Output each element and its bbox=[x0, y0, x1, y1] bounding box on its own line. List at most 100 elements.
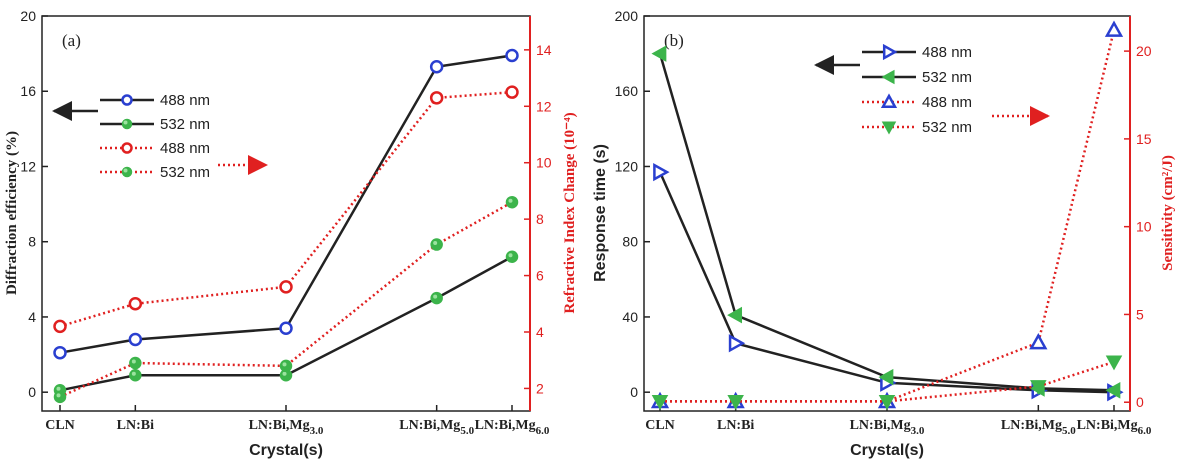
series-2-point-1 bbox=[128, 297, 143, 311]
y-left-tick-label: 0 bbox=[28, 384, 36, 400]
panel-a-y-left-title: Diffraction efficiency (%) bbox=[4, 131, 20, 295]
legend-b-label-1: 532 nm bbox=[922, 69, 972, 86]
legend-b-marker-0 bbox=[882, 43, 898, 61]
series-3-point-3-shine bbox=[433, 241, 438, 246]
panel-a-series bbox=[53, 48, 519, 404]
legend-b-marker-2 bbox=[880, 93, 898, 109]
y-left-tick-label: 40 bbox=[622, 309, 638, 325]
x-tick-label: LN:Bi,Mg3.0 bbox=[249, 418, 324, 437]
series-2-point-0 bbox=[53, 319, 67, 334]
panel-b-x-title: Crystal(s) bbox=[850, 442, 924, 459]
series-line-2 bbox=[660, 29, 1116, 403]
series-1-point-4 bbox=[505, 250, 519, 264]
series-0-point-1 bbox=[128, 332, 143, 347]
y-right-tick-label: 20 bbox=[1136, 43, 1152, 59]
series-1-point-1 bbox=[727, 306, 743, 324]
panel-b: (b) Response time (s) Sensitivity (cm²/J… bbox=[592, 8, 1176, 459]
legend-a-marker-3-shine bbox=[123, 168, 128, 173]
legend-a-marker-0 bbox=[121, 94, 133, 106]
series-1-point-3-shine bbox=[433, 294, 438, 299]
series-3-point-3 bbox=[430, 238, 443, 251]
series-1-point-2-shine bbox=[282, 371, 287, 376]
y-right-tick-label: 2 bbox=[536, 380, 544, 396]
series-2-point-3 bbox=[1029, 332, 1048, 350]
series-3-point-1-shine bbox=[131, 359, 136, 364]
series-2-point-4 bbox=[1104, 20, 1124, 37]
series-3-point-2 bbox=[878, 394, 896, 410]
y-right-tick-label: 6 bbox=[536, 268, 544, 284]
series-3-point-1 bbox=[129, 356, 142, 370]
series-0-point-1 bbox=[728, 334, 746, 353]
panel-b-y-right-ticks: 0 5 10 15 20 bbox=[1124, 43, 1152, 410]
y-left-tick-label: 20 bbox=[20, 8, 36, 24]
y-left-tick-label: 12 bbox=[20, 158, 36, 174]
series-2-point-2 bbox=[279, 280, 293, 294]
legend-a-marker-1 bbox=[121, 118, 133, 130]
y-right-tick-label: 12 bbox=[536, 98, 552, 114]
series-1-point-3 bbox=[430, 291, 443, 305]
series-1-point-1 bbox=[129, 369, 142, 382]
series-1-point-4-shine bbox=[508, 253, 513, 258]
panel-b-legend: 488 nm 532 nm 488 nm 532 nm bbox=[814, 43, 1050, 136]
x-tick-label: LN:Bi,Mg6.0 bbox=[475, 418, 550, 437]
series-0-point-0 bbox=[53, 345, 67, 360]
legend-a-marker-2 bbox=[121, 142, 133, 154]
legend-a-label-0: 488 nm bbox=[160, 92, 210, 109]
y-left-tick-label: 200 bbox=[615, 8, 639, 24]
series-1-point-1-shine bbox=[131, 371, 136, 376]
panel-a-x-ticks: CLN LN:Bi LN:Bi,Mg3.0 LN:Bi,Mg5.0 LN:Bi,Mg6.… bbox=[45, 405, 550, 437]
series-2-point-4 bbox=[505, 85, 519, 99]
series-3-point-0-shine bbox=[56, 393, 61, 398]
series-0-point-2 bbox=[279, 321, 293, 335]
y-right-tick-label: 10 bbox=[1136, 219, 1152, 235]
y-left-tick-label: 8 bbox=[28, 234, 36, 250]
y-right-tick-label: 5 bbox=[1136, 306, 1144, 322]
legend-b-label-2: 488 nm bbox=[922, 94, 972, 111]
series-3-point-4 bbox=[505, 195, 519, 209]
series-1-point-0-shine bbox=[56, 386, 61, 391]
panel-a-y-left-ticks: 0 4 8 12 16 20 bbox=[20, 8, 48, 400]
series-3-point-2-shine bbox=[282, 362, 287, 367]
panel-b-series bbox=[650, 20, 1124, 410]
y-right-tick-label: 14 bbox=[536, 42, 552, 58]
y-left-tick-label: 4 bbox=[28, 309, 36, 325]
series-2-point-3 bbox=[429, 91, 444, 105]
series-3-point-2 bbox=[279, 359, 293, 373]
series-3-point-0 bbox=[53, 390, 67, 404]
series-0-point-0 bbox=[653, 162, 670, 182]
series-0-point-4 bbox=[505, 48, 519, 63]
series-3-point-4 bbox=[1105, 355, 1123, 371]
series-0-point-3 bbox=[429, 60, 444, 74]
y-right-tick-label: 0 bbox=[1136, 394, 1144, 410]
panel-a-y-right-ticks: 2 4 6 8 10 12 14 bbox=[524, 42, 552, 396]
legend-b-label-3: 532 nm bbox=[922, 119, 972, 136]
panel-a-y-right-title: Refractive Index Change (10⁻⁴) bbox=[562, 112, 578, 313]
y-right-tick-label: 4 bbox=[536, 324, 544, 340]
x-tick-label: LN:Bi,Mg6.0 bbox=[1077, 418, 1152, 437]
panel-b-x-ticks: CLN LN:Bi LN:Bi,Mg3.0 LN:Bi,Mg5.0 LN:Bi,Mg6.… bbox=[645, 405, 1152, 437]
x-tick-label: LN:Bi bbox=[117, 418, 154, 433]
legend-a-label-2: 488 nm bbox=[160, 140, 210, 157]
y-left-tick-label: 0 bbox=[630, 384, 638, 400]
x-tick-label: LN:Bi,Mg5.0 bbox=[1001, 418, 1076, 437]
series-3-point-4-shine bbox=[508, 198, 513, 203]
y-left-tick-label: 160 bbox=[615, 83, 639, 99]
series-line-3 bbox=[59, 201, 513, 399]
x-tick-label: LN:Bi,Mg3.0 bbox=[850, 418, 925, 437]
series-3-point-0 bbox=[651, 394, 669, 410]
legend-b-marker-1 bbox=[881, 69, 895, 85]
series-1-point-4 bbox=[1105, 382, 1121, 399]
series-1-point-2 bbox=[878, 368, 894, 386]
series-3-point-1 bbox=[727, 394, 744, 410]
y-left-tick-label: 80 bbox=[622, 234, 638, 250]
series-1-point-0 bbox=[651, 45, 667, 62]
y-left-tick-label: 16 bbox=[20, 83, 36, 99]
x-tick-label: CLN bbox=[645, 418, 675, 433]
x-tick-label: CLN bbox=[45, 418, 75, 433]
y-left-tick-label: 120 bbox=[615, 158, 639, 174]
legend-a-label-3: 532 nm bbox=[160, 164, 210, 181]
panel-a-label: (a) bbox=[62, 31, 81, 50]
legend-a-marker-1-shine bbox=[123, 120, 128, 125]
y-right-tick-label: 15 bbox=[1136, 131, 1152, 147]
